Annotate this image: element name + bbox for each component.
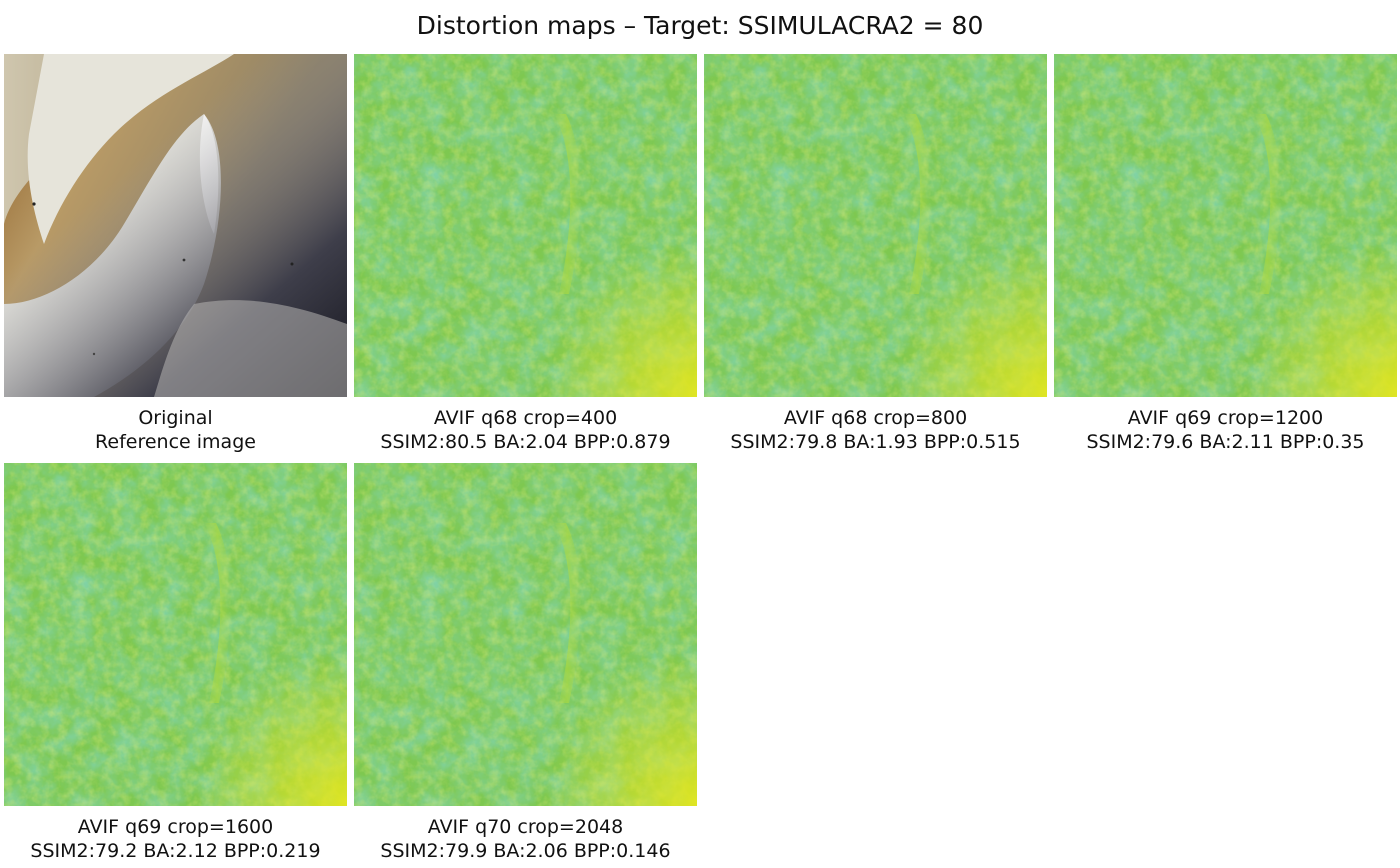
caption-line-1: AVIF q69 crop=1200 [1127,407,1324,429]
panel-avif-crop-1200: AVIF q69 crop=1200 SSIM2:79.6 BA:2.11 BP… [1054,54,1397,454]
panel-caption: AVIF q69 crop=1600 SSIM2:79.2 BA:2.12 BP… [4,815,347,863]
panel-caption: AVIF q70 crop=2048 SSIM2:79.9 BA:2.06 BP… [354,815,697,863]
distortion-map [1054,54,1397,397]
distortion-map [354,54,697,397]
caption-line-2: SSIM2:79.2 BA:2.12 BPP:0.219 [30,840,321,862]
caption-line-1: AVIF q70 crop=2048 [427,816,624,838]
distortion-map [354,463,697,806]
panel-avif-crop-400: AVIF q68 crop=400 SSIM2:80.5 BA:2.04 BPP… [354,54,697,454]
caption-line-1: Original [138,407,213,429]
caption-line-1: AVIF q69 crop=1600 [77,816,274,838]
caption-line-1: AVIF q68 crop=800 [783,407,968,429]
reference-image [4,54,347,397]
caption-line-1: AVIF q68 crop=400 [433,407,618,429]
panel-avif-crop-2048: AVIF q70 crop=2048 SSIM2:79.9 BA:2.06 BP… [354,463,697,863]
distortion-map [704,54,1047,397]
panel-avif-crop-1600: AVIF q69 crop=1600 SSIM2:79.2 BA:2.12 BP… [4,463,347,863]
panel-caption: Original Reference image [4,406,347,454]
caption-line-2: SSIM2:79.6 BA:2.11 BPP:0.35 [1086,431,1365,453]
figure-title: Distortion maps – Target: SSIMULACRA2 = … [416,11,984,40]
panel-caption: AVIF q69 crop=1200 SSIM2:79.6 BA:2.11 BP… [1054,406,1397,454]
caption-line-2: SSIM2:79.8 BA:1.93 BPP:0.515 [730,431,1021,453]
distortion-map [4,463,347,806]
caption-line-2: Reference image [95,431,256,453]
panel-avif-crop-800: AVIF q68 crop=800 SSIM2:79.8 BA:1.93 BPP… [704,54,1047,454]
panel-original: Original Reference image [4,54,347,454]
panel-caption: AVIF q68 crop=800 SSIM2:79.8 BA:1.93 BPP… [704,406,1047,454]
panel-caption: AVIF q68 crop=400 SSIM2:80.5 BA:2.04 BPP… [354,406,697,454]
caption-line-2: SSIM2:80.5 BA:2.04 BPP:0.879 [380,431,671,453]
caption-line-2: SSIM2:79.9 BA:2.06 BPP:0.146 [380,840,671,862]
